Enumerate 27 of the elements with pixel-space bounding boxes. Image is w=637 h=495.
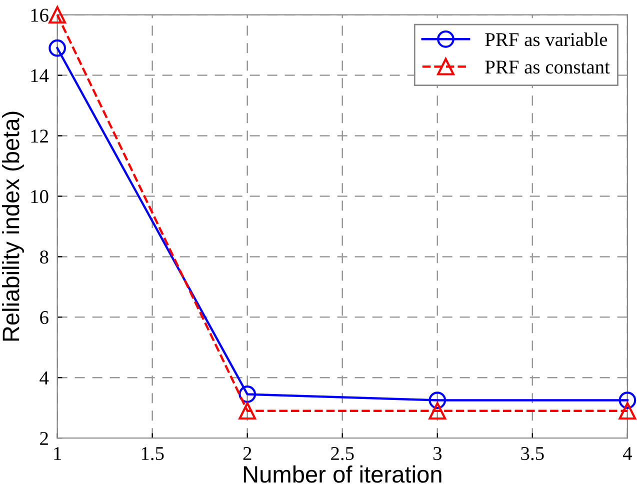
x-tick-label: 1.5	[142, 447, 164, 460]
y-tick-label: 12	[31, 130, 48, 143]
point	[428, 402, 446, 420]
y-tick-label: 6	[40, 311, 48, 324]
x-tick-label: 2	[243, 447, 252, 460]
point	[428, 392, 446, 409]
point	[238, 402, 256, 420]
point	[618, 392, 636, 409]
legend-label: PRF as variable	[485, 32, 608, 46]
x-tick-label: 3	[433, 447, 442, 460]
x-tick-label: 2.5	[331, 447, 354, 460]
y-tick-label: 8	[40, 250, 48, 264]
x-tick-label: 4	[622, 447, 632, 460]
x-axis-title: Number of iteration	[244, 465, 442, 483]
y-tick-label: 4	[40, 372, 49, 384]
x-tick-label: 1	[54, 447, 62, 460]
point	[238, 386, 256, 403]
y-tick-label: 14	[31, 69, 49, 82]
y-axis-title: Reliability index (beta)	[2, 112, 24, 341]
y-tick-label: 10	[31, 190, 48, 204]
point	[48, 6, 66, 24]
x-tick-label: 3.5	[521, 447, 544, 460]
point	[618, 402, 636, 420]
y-tick-label: 2	[40, 432, 48, 445]
y-tick-label: 16	[31, 8, 48, 22]
point	[48, 39, 66, 57]
legend-label: PRF as constant	[485, 60, 610, 74]
